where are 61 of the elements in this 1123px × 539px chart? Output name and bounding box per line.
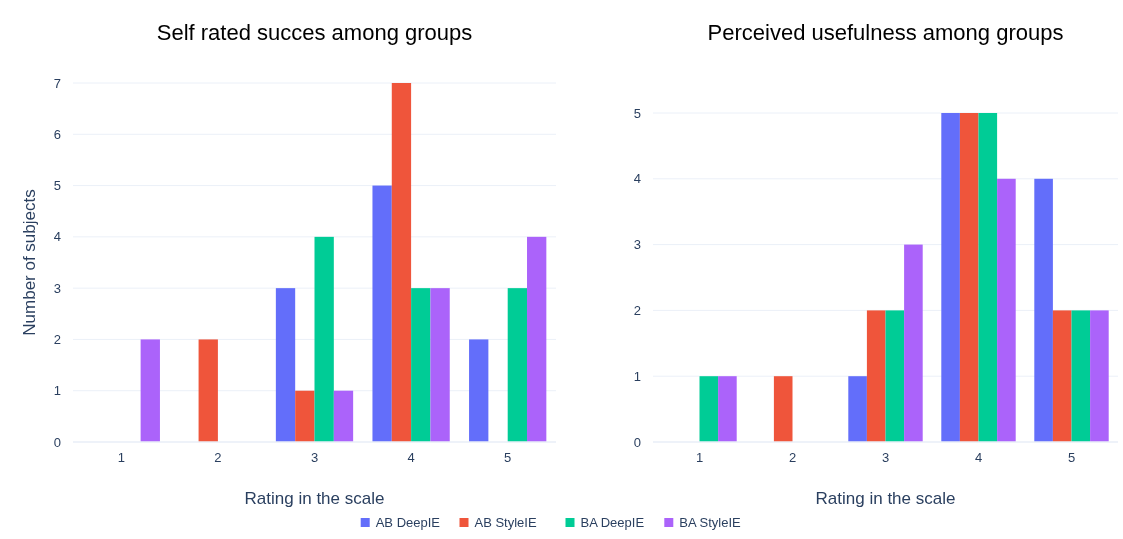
x-tick-label: 3 bbox=[310, 450, 319, 465]
bar bbox=[866, 310, 886, 442]
y-tick-label: 1 bbox=[633, 368, 641, 384]
bar bbox=[527, 236, 547, 442]
x-tick-label: 1 bbox=[695, 450, 704, 465]
bar bbox=[699, 376, 719, 442]
bar bbox=[469, 339, 489, 442]
x-tick-label: 4 bbox=[407, 450, 415, 465]
y-tick-label: 4 bbox=[633, 171, 641, 187]
bar bbox=[941, 113, 960, 442]
legend-label: BA DeepIE bbox=[580, 515, 645, 530]
bar bbox=[140, 339, 160, 442]
bar bbox=[1071, 310, 1091, 442]
x-tick-label: 5 bbox=[504, 450, 512, 465]
bar bbox=[295, 390, 315, 442]
bar bbox=[848, 376, 867, 442]
x-tick-label: 1 bbox=[117, 450, 125, 465]
y-tick-label: 2 bbox=[53, 331, 61, 347]
bar bbox=[333, 390, 354, 442]
x-axis-title: Rating in the scale bbox=[815, 489, 956, 508]
bar bbox=[1090, 310, 1109, 442]
legend-label: AB DeepIE bbox=[375, 515, 441, 530]
y-tick-label: 0 bbox=[53, 434, 61, 450]
bar bbox=[978, 113, 998, 442]
bar bbox=[372, 185, 392, 442]
bar bbox=[904, 244, 923, 442]
bar bbox=[507, 288, 528, 442]
bar bbox=[430, 288, 450, 442]
legend-label: AB StyleIE bbox=[474, 515, 537, 530]
bar bbox=[885, 310, 905, 442]
chart-title: Self rated succes among groups bbox=[156, 20, 473, 45]
bar bbox=[1034, 178, 1053, 442]
y-tick-label: 3 bbox=[633, 237, 641, 253]
bar bbox=[314, 236, 334, 442]
y-tick-label: 4 bbox=[53, 229, 61, 245]
x-tick-label: 4 bbox=[974, 450, 983, 465]
y-tick-label: 1 bbox=[53, 383, 61, 399]
y-tick-label: 7 bbox=[53, 75, 61, 91]
chart-title: Perceived usefulness among groups bbox=[707, 20, 1064, 45]
x-axis-title: Rating in the scale bbox=[244, 489, 385, 508]
bar bbox=[411, 288, 431, 442]
bar bbox=[997, 178, 1016, 442]
y-tick-label: 3 bbox=[53, 280, 61, 296]
y-tick-label: 2 bbox=[633, 302, 641, 318]
y-tick-label: 0 bbox=[633, 434, 641, 450]
x-tick-label: 5 bbox=[1067, 450, 1076, 465]
x-tick-label: 2 bbox=[788, 450, 797, 465]
x-tick-label: 3 bbox=[881, 450, 890, 465]
legend-label: BA StyleIE bbox=[679, 515, 742, 530]
bar bbox=[773, 376, 793, 442]
bar bbox=[1052, 310, 1072, 442]
bar bbox=[198, 339, 218, 442]
bar bbox=[718, 376, 737, 442]
bar bbox=[275, 288, 296, 442]
bar bbox=[959, 113, 979, 442]
y-tick-label: 6 bbox=[53, 126, 61, 142]
bar bbox=[391, 83, 412, 442]
x-tick-label: 2 bbox=[214, 450, 222, 465]
y-tick-label: 5 bbox=[633, 105, 641, 121]
y-axis-title: Number of subjects bbox=[20, 189, 39, 336]
y-tick-label: 5 bbox=[53, 178, 61, 194]
